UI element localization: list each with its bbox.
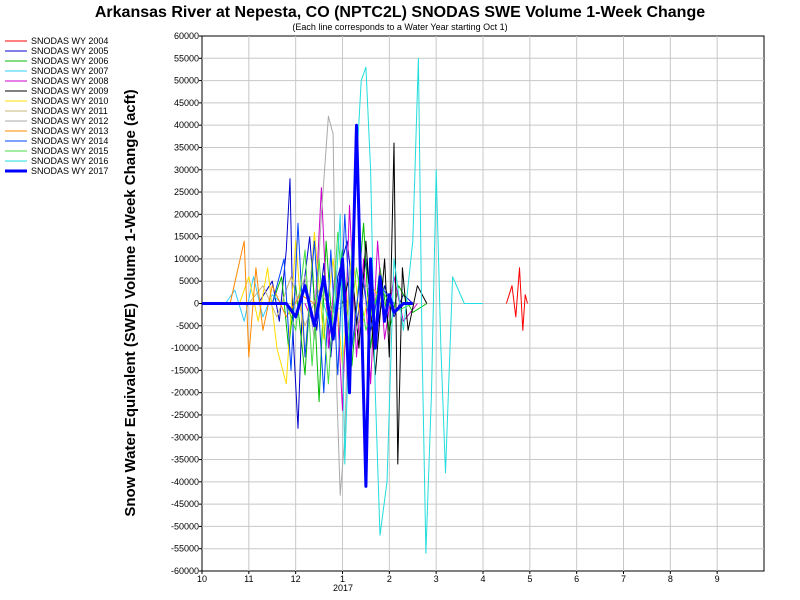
x-tick-label: 4 xyxy=(480,574,485,584)
series-line xyxy=(248,276,348,327)
grid-lines xyxy=(202,36,764,571)
y-tick-label: 35000 xyxy=(174,142,199,152)
chart-subtitle: (Each line corresponds to a Water Year s… xyxy=(292,22,507,32)
x-tick-label: 3 xyxy=(434,574,439,584)
x-tick-label: 5 xyxy=(527,574,532,584)
x-tick-label: 12 xyxy=(291,574,301,584)
y-tick-label: -10000 xyxy=(171,343,199,353)
y-tick-label: -30000 xyxy=(171,432,199,442)
y-tick-labels: 6000055000500004500040000350003000025000… xyxy=(171,31,202,576)
y-tick-label: 5000 xyxy=(179,276,199,286)
legend-entry: SNODAS WY 2016 xyxy=(31,156,108,166)
legend-entry: SNODAS WY 2017 xyxy=(31,166,108,176)
legend-entry: SNODAS WY 2015 xyxy=(31,146,108,156)
x-year-label: 2017 xyxy=(333,583,353,593)
y-tick-label: -55000 xyxy=(171,544,199,554)
x-tick-label: 8 xyxy=(668,574,673,584)
x-tick-label: 11 xyxy=(244,574,253,584)
series-line xyxy=(323,57,483,554)
y-tick-label: 30000 xyxy=(174,165,199,175)
legend-entry: SNODAS WY 2007 xyxy=(31,66,108,76)
series-line xyxy=(342,142,428,465)
legend-entry: SNODAS WY 2004 xyxy=(31,36,108,46)
y-tick-label: 50000 xyxy=(174,76,199,86)
legend-entry: SNODAS WY 2012 xyxy=(31,116,108,126)
y-tick-label: -25000 xyxy=(171,410,199,420)
series-line xyxy=(505,267,528,331)
legend-entry: SNODAS WY 2014 xyxy=(31,136,108,146)
y-tick-label: 10000 xyxy=(174,254,199,264)
y-tick-label: -35000 xyxy=(171,455,199,465)
series-lines xyxy=(202,57,528,554)
x-tick-label: 10 xyxy=(197,574,207,584)
y-tick-label: -45000 xyxy=(171,499,199,509)
y-tick-label: -60000 xyxy=(171,566,199,576)
y-tick-label: 55000 xyxy=(174,53,199,63)
series-line xyxy=(202,123,413,488)
y-tick-label: 20000 xyxy=(174,209,199,219)
legend-entry: SNODAS WY 2010 xyxy=(31,96,108,106)
y-tick-label: 40000 xyxy=(174,120,199,130)
y-tick-label: -15000 xyxy=(171,365,199,375)
x-tick-label: 1 xyxy=(340,574,345,584)
series-line xyxy=(224,276,282,322)
legend-entry: SNODAS WY 2009 xyxy=(31,86,108,96)
y-tick-label: 25000 xyxy=(174,187,199,197)
chart-title: Arkansas River at Nepesta, CO (NPTC2L) S… xyxy=(95,4,705,21)
x-tick-labels: 10 11 12 1 2 3 4 5 6 7 8 9 xyxy=(197,571,720,584)
legend-entry: SNODAS WY 2013 xyxy=(31,126,108,136)
y-tick-label: 60000 xyxy=(174,31,199,41)
x-tick-label: 6 xyxy=(574,574,579,584)
y-tick-label: -40000 xyxy=(171,477,199,487)
x-tick-label: 9 xyxy=(715,574,720,584)
x-tick-label: 7 xyxy=(621,574,626,584)
y-tick-label: -50000 xyxy=(171,521,199,531)
legend-entry: SNODAS WY 2005 xyxy=(31,46,108,56)
series-line xyxy=(295,115,381,496)
y-tick-label: -5000 xyxy=(176,321,199,331)
y-axis-label: Snow Water Equivalent (SWE) Volume 1-Wee… xyxy=(122,89,139,516)
legend-entry: SNODAS WY 2011 xyxy=(31,106,108,116)
y-tick-label: -20000 xyxy=(171,388,199,398)
legend-entry: SNODAS WY 2006 xyxy=(31,56,108,66)
series-line xyxy=(271,213,395,394)
y-tick-label: 45000 xyxy=(174,98,199,108)
y-tick-label: 15000 xyxy=(174,232,199,242)
series-line xyxy=(229,240,315,358)
x-tick-label: 2 xyxy=(387,574,392,584)
y-tick-label: 0 xyxy=(194,299,199,309)
legend-entry: SNODAS WY 2008 xyxy=(31,76,108,86)
